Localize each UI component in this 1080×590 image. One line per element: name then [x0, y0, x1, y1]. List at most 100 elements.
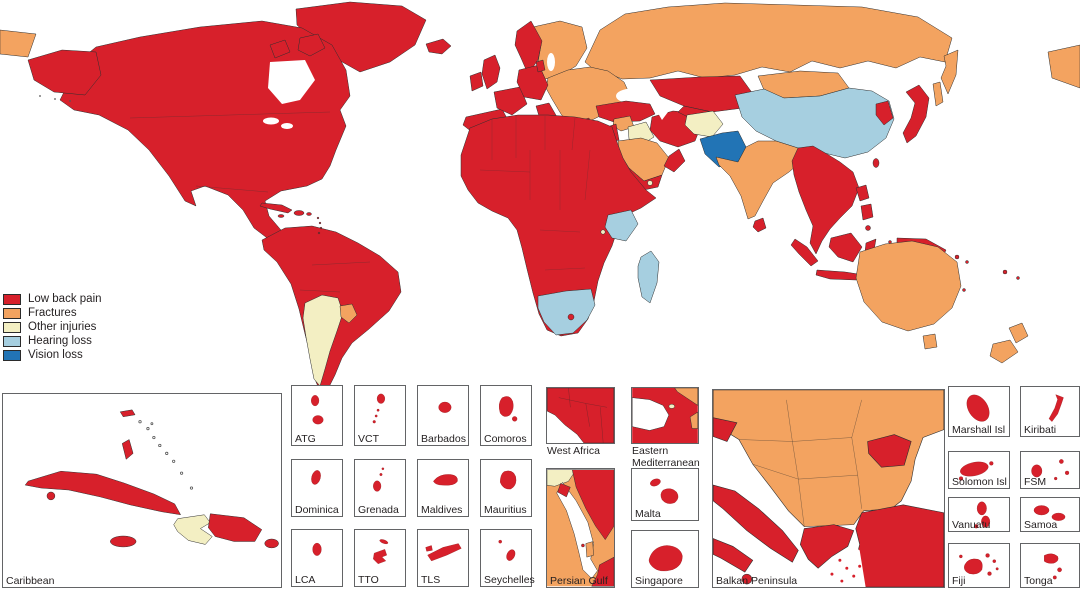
inset-barbados: Barbados	[417, 385, 469, 446]
legend-item-low-back-pain: Low back pain	[3, 293, 102, 305]
inset-label-tls: TLS	[421, 573, 441, 586]
russia	[0, 2, 1080, 107]
isle-of-youth	[46, 491, 56, 501]
bahamas	[119, 409, 136, 460]
india	[715, 140, 803, 220]
legend-item-fractures: Fractures	[3, 307, 102, 319]
legend-item-hearing-loss: Hearing loss	[3, 335, 102, 347]
st-lucia-island	[312, 542, 322, 556]
grenada-island	[373, 480, 382, 492]
fsm-island	[1031, 464, 1043, 478]
moldova	[867, 434, 912, 468]
inset-label-atg: ATG	[295, 432, 316, 445]
east-med-orange-east	[689, 411, 698, 429]
inset-tonga: Tonga	[1020, 543, 1080, 588]
wa-borders	[558, 388, 608, 443]
inset-label-kiribati: Kiribati	[1024, 423, 1057, 436]
inset-label-barbados: Barbados	[421, 432, 466, 445]
na-borders	[129, 111, 331, 193]
legend-label: Fractures	[28, 307, 77, 319]
inset-atg: ATG	[291, 385, 343, 446]
inset-label-solomon-isl: Solomon Isl	[952, 475, 1007, 488]
bahrain	[581, 543, 585, 548]
west-africa-land	[547, 388, 614, 443]
tasmania	[922, 333, 938, 350]
kenya	[604, 209, 639, 242]
samoa-island-1	[1033, 505, 1050, 516]
marshall-island	[966, 394, 990, 422]
inset-lca: LCA	[291, 529, 343, 587]
new-zealand	[989, 322, 1029, 364]
inset-label-west-africa: West Africa	[547, 445, 600, 457]
legend-swatch-vision-loss	[3, 349, 21, 361]
st-vincent-island	[376, 393, 385, 404]
inset-vct: VCT	[354, 385, 406, 446]
inset-label-marshall-isl: Marshall Isl	[952, 423, 1006, 436]
hudson-bay	[268, 60, 315, 104]
fiji-island	[964, 558, 983, 575]
tonga-island	[1044, 553, 1059, 564]
australia	[855, 240, 962, 332]
inset-kiribati: Kiribati	[1020, 386, 1080, 437]
inset-label-balkan-peninsula: Balkan Peninsula	[716, 574, 798, 587]
inset-fsm: FSM	[1020, 451, 1080, 489]
korea	[875, 100, 894, 126]
jamaica	[110, 535, 137, 548]
turkey	[595, 100, 656, 123]
dominican-republic	[208, 513, 263, 542]
alaska	[27, 49, 102, 96]
inset-dominica: Dominica	[291, 459, 343, 517]
inset-label-lca: LCA	[295, 573, 316, 586]
turkey-land	[853, 504, 944, 587]
legend-item-other-injuries: Other injuries	[3, 321, 102, 333]
inset-balkan-peninsula: Balkan Peninsula	[712, 389, 945, 588]
inset-tto: TTO	[354, 529, 406, 587]
inset-eastern-mediterranean	[631, 387, 699, 444]
legend-item-vision-loss: Vision loss	[3, 349, 102, 361]
se-asia	[791, 145, 860, 255]
caribbean-islands	[259, 202, 323, 235]
cuba	[24, 470, 182, 516]
inset-seychelles: Seychelles	[480, 529, 535, 587]
legend-label: Vision loss	[28, 349, 83, 361]
barbados-island	[438, 401, 452, 413]
malta-island	[660, 488, 679, 504]
mauritius-island	[500, 470, 517, 490]
legend-label: Hearing loss	[28, 335, 92, 347]
japan	[902, 84, 930, 144]
map-legend: Low back pain Fractures Other injuries H…	[3, 293, 102, 363]
inset-malta: Malta	[631, 468, 699, 521]
tobago-island	[379, 539, 389, 545]
inset-mauritius: Mauritius	[480, 459, 532, 517]
baltic-sea	[547, 53, 555, 71]
inset-label-vct: VCT	[358, 432, 379, 445]
maldives-island	[433, 474, 458, 486]
oman	[663, 148, 686, 173]
inset-tls: TLS	[417, 529, 469, 587]
inset-label-grenada: Grenada	[358, 503, 399, 516]
inset-label-tto: TTO	[358, 573, 379, 586]
taiwan	[872, 158, 880, 168]
inset-label-fiji: Fiji	[952, 574, 966, 587]
inset-fiji: Fiji	[948, 543, 1010, 588]
mahe-island	[506, 549, 516, 561]
inset-label-seychelles: Seychelles	[484, 573, 535, 586]
inset-vanuatu: Vanuatu	[948, 497, 1010, 532]
inset-marshall-isl: Marshall Isl	[948, 386, 1010, 437]
inset-grenada: Grenada	[354, 459, 406, 517]
lesotho	[567, 313, 575, 321]
inset-label-fsm: FSM	[1024, 475, 1047, 488]
inset-solomon-isl: Solomon Isl	[948, 451, 1010, 489]
great-lake-2	[281, 123, 293, 129]
inset-singapore: Singapore	[631, 530, 699, 588]
small-cays	[138, 420, 194, 490]
ireland	[469, 71, 484, 92]
inset-comoros: Comoros	[480, 385, 532, 446]
qatar	[585, 541, 594, 558]
sri-lanka	[752, 217, 767, 233]
iceland	[425, 38, 452, 55]
baffin-islands	[269, 33, 326, 59]
gozo-island	[650, 478, 661, 487]
africa-borders	[479, 116, 591, 271]
burundi	[600, 229, 606, 235]
